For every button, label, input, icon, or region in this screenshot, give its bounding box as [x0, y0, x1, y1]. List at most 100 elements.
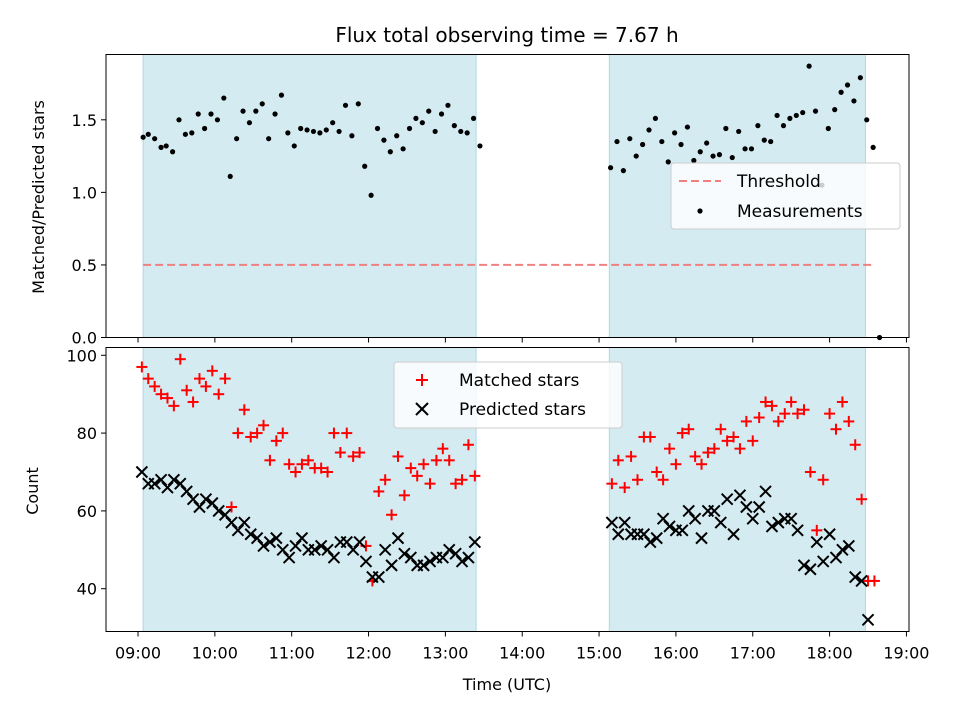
measurement-point	[189, 130, 195, 136]
matched-star-point	[804, 466, 816, 478]
measurement-point	[697, 149, 703, 155]
matched-star-point	[136, 361, 148, 373]
matched-star-point	[386, 509, 398, 521]
chart-title: Flux total observing time = 7.67 h	[335, 23, 678, 47]
predicted-star-point	[797, 559, 811, 572]
measurement-point	[227, 173, 233, 180]
measurement-point	[285, 130, 291, 136]
matched-star-point	[341, 427, 353, 439]
top-y-tick-label: 1.5	[72, 111, 97, 130]
matched-star-point	[868, 575, 880, 587]
measurement-point	[844, 82, 851, 88]
predicted-star-point	[263, 535, 277, 549]
matched-star-point	[760, 396, 772, 408]
predicted-star-point	[663, 520, 676, 533]
predicted-star-point	[823, 528, 836, 541]
predicted-star-point	[372, 570, 385, 584]
measurement-point	[253, 108, 259, 114]
x-tick-label: 11:00	[269, 644, 315, 663]
legend-predicted-label: Predicted stars	[459, 400, 586, 420]
matched-star-point	[657, 474, 669, 486]
measurement-point	[458, 128, 464, 135]
matched-star-point	[430, 454, 442, 466]
predicted-star-point	[148, 477, 161, 490]
measurement-point	[665, 159, 671, 165]
matched-star-point	[302, 454, 314, 466]
predicted-star-point	[727, 528, 740, 541]
bottom-predicted-points	[135, 465, 875, 627]
measurement-point	[640, 141, 646, 148]
matched-star-point	[213, 388, 225, 400]
matched-star-point	[200, 380, 212, 392]
matched-star-point	[676, 427, 688, 439]
predicted-star-point	[740, 500, 753, 514]
matched-star-point	[174, 353, 186, 365]
measurement-point	[234, 136, 240, 142]
matched-star-point	[161, 392, 173, 404]
measurement-point	[163, 143, 169, 149]
matched-star-point	[219, 373, 231, 385]
matched-star-point	[734, 443, 746, 455]
top-y-ticks: 0.0 0.5 1.0 1.5	[72, 111, 106, 348]
measurement-point	[755, 123, 761, 129]
predicted-star-point	[688, 512, 702, 525]
observing-interval-band	[608, 347, 866, 632]
measurement-point	[451, 123, 457, 129]
matched-star-point	[347, 450, 359, 462]
matched-star-point	[238, 404, 250, 416]
measurement-point	[202, 125, 208, 132]
matched-star-point	[245, 431, 257, 443]
predicted-star-point	[855, 574, 868, 588]
measurement-point	[761, 137, 767, 143]
predicted-star-point	[791, 524, 804, 537]
measurement-point	[445, 102, 451, 108]
matched-star-point	[296, 458, 308, 470]
predicted-star-point	[752, 500, 766, 514]
matched-star-point	[322, 466, 334, 478]
matched-star-point	[450, 478, 462, 490]
matched-star-point	[785, 396, 797, 408]
predicted-star-point	[708, 504, 721, 518]
predicted-star-point	[714, 516, 727, 529]
measurement-point	[419, 120, 425, 126]
measurement-point	[400, 146, 406, 152]
matched-star-point	[142, 373, 154, 385]
measurement-point	[158, 144, 164, 150]
matched-star-point	[644, 431, 656, 443]
x-tick-label: 18:00	[807, 644, 853, 663]
matched-star-point	[328, 427, 340, 439]
predicted-star-point	[353, 535, 366, 549]
measurement-point	[342, 102, 349, 108]
measurement-point	[323, 127, 329, 133]
x-tick-label: 14:00	[499, 644, 545, 663]
top-measurement-points	[140, 63, 883, 341]
predicted-star-point	[784, 512, 798, 525]
bottom-matched-points	[136, 353, 880, 587]
matched-star-point	[728, 431, 740, 443]
matched-star-point	[683, 423, 695, 435]
measurement-point	[176, 117, 182, 123]
x-tick-label: 15:00	[576, 644, 622, 663]
predicted-star-point	[462, 551, 475, 564]
measurement-point	[729, 154, 735, 161]
matched-star-point	[702, 447, 714, 459]
predicted-star-point	[314, 539, 328, 553]
measurement-point	[259, 101, 265, 107]
matched-star-point	[206, 365, 218, 377]
x-tick-label: 10:00	[192, 644, 238, 663]
predicted-star-point	[199, 493, 213, 506]
measurement-point	[272, 111, 278, 117]
matched-star-point	[334, 447, 346, 459]
matched-star-point	[232, 427, 244, 439]
predicted-star-point	[618, 516, 631, 529]
predicted-star-point	[295, 531, 309, 545]
measurement-point	[851, 98, 857, 104]
predicted-star-point	[308, 543, 321, 557]
measurement-point	[182, 131, 189, 137]
legend-measurements-swatch	[697, 208, 703, 214]
predicted-star-point	[167, 473, 181, 486]
predicted-star-point	[612, 528, 625, 541]
measurement-point	[652, 115, 659, 121]
measurement-point	[349, 133, 355, 139]
predicted-star-point	[676, 524, 689, 537]
